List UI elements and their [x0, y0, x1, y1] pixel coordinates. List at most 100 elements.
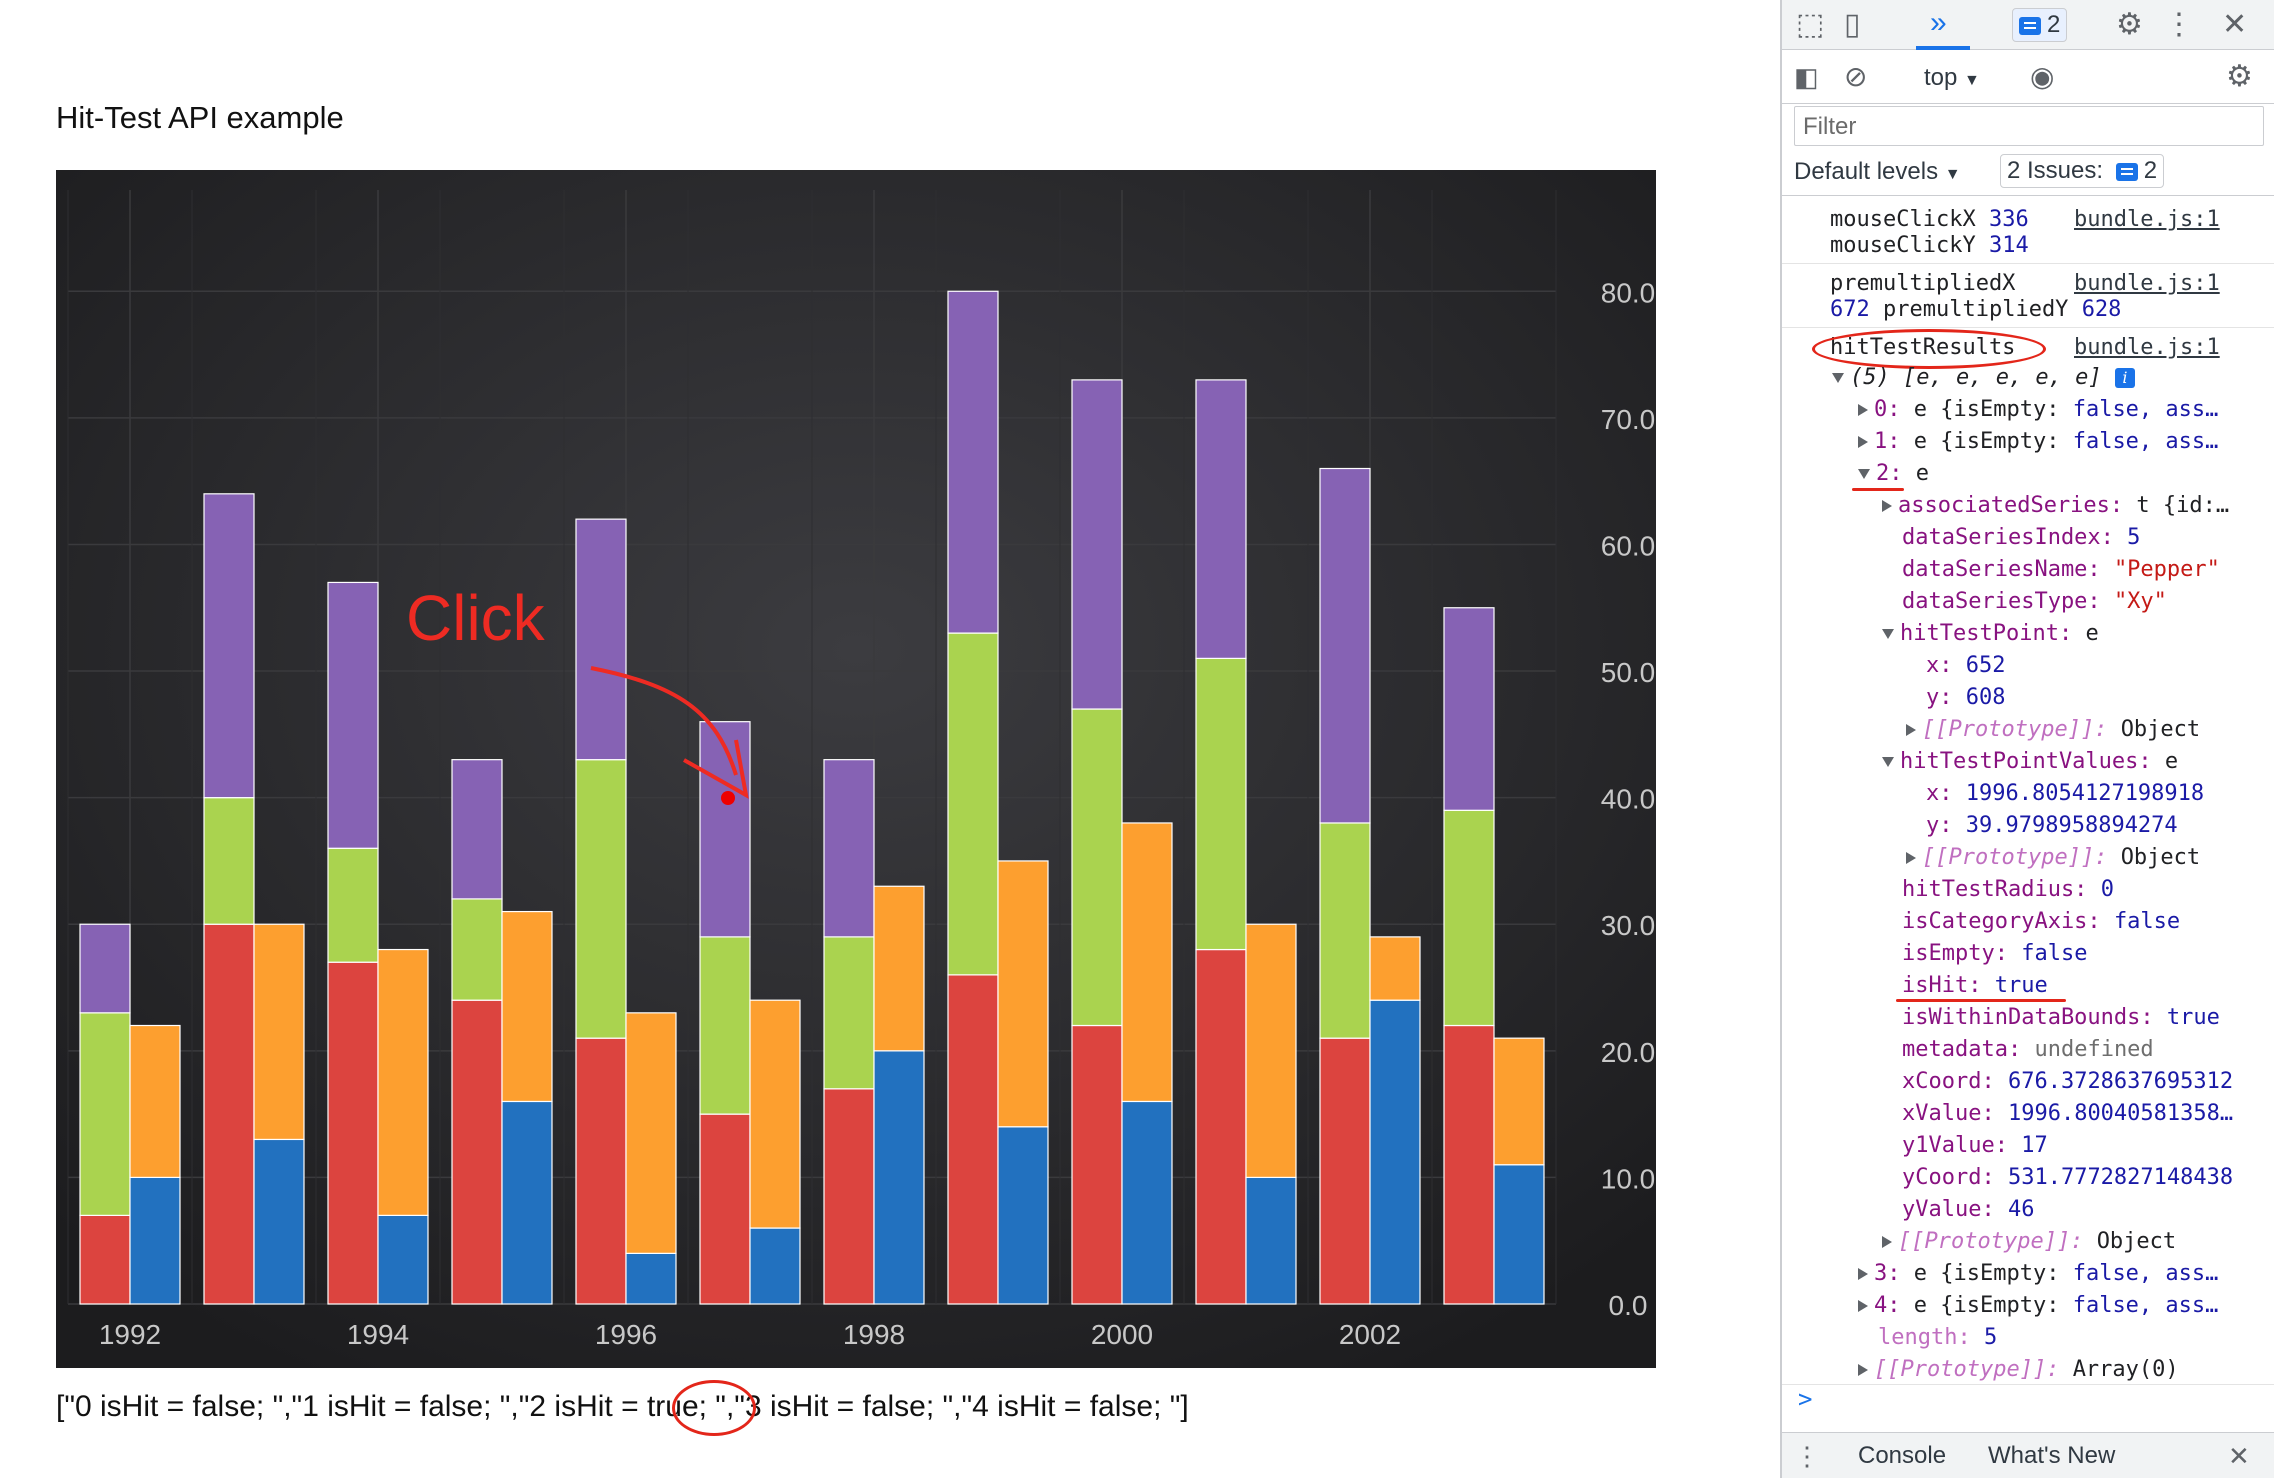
drawer-menu-icon[interactable]: ⋮: [1794, 1441, 1820, 1471]
y-tick-label: 10.0: [1601, 1163, 1656, 1194]
console-toolbar: ◧ ⊘ top ▼ ◉ ⚙: [1782, 50, 2274, 104]
bar-segment: [203, 923, 255, 1305]
prop-hit-test-point-values-prototype[interactable]: [[Prototype]]: Object: [1906, 843, 2200, 873]
prop-metadata: metadata: undefined: [1902, 1037, 2154, 1062]
bar-segment: [625, 1252, 677, 1305]
y-tick-label: 20.0: [1601, 1037, 1656, 1068]
bar-segment: [873, 885, 925, 1052]
prop-is-category-axis: isCategoryAxis: false: [1902, 909, 2181, 934]
issues-count: 2: [2143, 157, 2158, 184]
bar-segment: [1245, 1176, 1297, 1305]
filter-input[interactable]: Filter: [1794, 106, 2264, 146]
live-expression-eye-icon[interactable]: ◉: [2030, 61, 2055, 92]
bar-segment: [1319, 1037, 1371, 1305]
tree-item-2[interactable]: 2: e: [1858, 459, 1929, 489]
array-summary[interactable]: (5) [e, e, e, e, e] i: [1832, 363, 2135, 393]
message-separator: [1782, 327, 2274, 328]
console-output[interactable]: mouseClickX 336 bundle.js:1 mouseClickY …: [1782, 199, 2274, 1399]
x-tick-label: 2002: [1339, 1319, 1401, 1350]
source-link[interactable]: bundle.js:1: [2074, 207, 2220, 232]
prop-item-2-prototype[interactable]: [[Prototype]]: Object: [1882, 1227, 2176, 1257]
bar-segment: [253, 923, 305, 1141]
devtools-top-toolbar: ⬚ ▯ » 2 ⚙ ⋮ ✕: [1782, 0, 2274, 50]
collapsed-arrow-icon: [1858, 1268, 1868, 1280]
y-tick-label: 60.0: [1601, 530, 1656, 561]
x-tick-label: 1994: [347, 1319, 409, 1350]
bar-segment: [129, 1176, 181, 1305]
bar-segment: [1493, 1164, 1545, 1305]
bar-segment: [451, 898, 503, 1001]
inspect-element-icon[interactable]: ⬚: [1796, 8, 1825, 41]
bar-segment: [1195, 657, 1247, 951]
click-annotation-arrow: [590, 666, 738, 776]
issues-button[interactable]: 2 Issues: 2: [2000, 154, 2165, 188]
devtools-panel[interactable]: ⬚ ▯ » 2 ⚙ ⋮ ✕ ◧ ⊘ top ▼ ◉ ⚙ Filter Defau…: [1780, 0, 2274, 1478]
x-tick-label: 1998: [843, 1319, 905, 1350]
x-tick-label: 1996: [595, 1319, 657, 1350]
prompt-chevron-icon: >: [1798, 1385, 1813, 1413]
prop-length: length: 5: [1878, 1325, 1998, 1350]
chevron-down-icon: ▼: [1944, 166, 1961, 183]
prop-hit-test-point-values[interactable]: hitTestPointValues: e: [1882, 747, 2178, 777]
prop-associated-series[interactable]: associatedSeries: t {id:…: [1882, 491, 2229, 521]
more-tabs-icon[interactable]: »: [1930, 6, 1947, 39]
show-sidebar-icon[interactable]: ◧: [1794, 62, 1819, 92]
bar-segment: [1493, 1037, 1545, 1166]
device-toolbar-icon[interactable]: ▯: [1844, 8, 1861, 41]
prop-x-value: xValue: 1996.80040581358…: [1902, 1101, 2234, 1126]
issues-badge[interactable]: 2: [2012, 8, 2068, 42]
tree-item-1[interactable]: 1: e {isEmpty: false, ass…: [1858, 427, 2218, 457]
message-icon: [2019, 16, 2041, 35]
clear-console-icon[interactable]: ⊘: [1844, 61, 1868, 92]
y-tick-label: 30.0: [1601, 910, 1656, 941]
source-link[interactable]: bundle.js:1: [2074, 271, 2220, 296]
prop-hit-test-point[interactable]: hitTestPoint: e: [1882, 619, 2099, 649]
collapsed-arrow-icon: [1858, 436, 1868, 448]
bar-segment: [1195, 948, 1247, 1305]
console-prompt[interactable]: >: [1782, 1384, 2274, 1418]
bar-segment: [1071, 379, 1123, 710]
bar-segment: [823, 1088, 875, 1305]
collapsed-arrow-icon: [1858, 404, 1868, 416]
prop-hit-test-point-prototype[interactable]: [[Prototype]]: Object: [1906, 715, 2200, 745]
console-settings-gear-icon[interactable]: ⚙: [2226, 60, 2253, 93]
close-drawer-icon[interactable]: ✕: [2228, 1441, 2250, 1471]
source-link[interactable]: bundle.js:1: [2074, 335, 2220, 360]
settings-gear-icon[interactable]: ⚙: [2116, 8, 2143, 41]
tree-item-3[interactable]: 3: e {isEmpty: false, ass…: [1858, 1259, 2218, 1289]
log-premultiplied-values: 672 premultipliedY 628: [1830, 297, 2122, 322]
collapsed-arrow-icon: [1906, 724, 1916, 736]
bar-segment: [1071, 1024, 1123, 1305]
issues-label: 2 Issues:: [2007, 157, 2104, 184]
bar-segment: [749, 999, 801, 1229]
context-selector[interactable]: top ▼: [1924, 64, 1980, 92]
expand-arrow-icon: [1882, 757, 1894, 767]
kebab-menu-icon[interactable]: ⋮: [2164, 8, 2194, 41]
bar-segment: [575, 518, 627, 761]
bar-segment: [1245, 923, 1297, 1179]
bar-segment: [129, 1024, 181, 1179]
x-tick-label: 1992: [99, 1319, 161, 1350]
drawer-toolbar: ⋮ Console What's New ✕: [1782, 1432, 2274, 1478]
bar-segment: [327, 581, 379, 849]
bar-segment: [1121, 822, 1173, 1103]
prop-hit-test-point-values-x: x: 1996.8054127198918: [1926, 781, 2205, 806]
bar-segment: [327, 847, 379, 963]
chart-svg[interactable]: 0.0 10.0 20.0 30.0 40.0 50.0 60.0 70.0 80.0 1992 1…: [56, 170, 1656, 1368]
hit-test-chart[interactable]: 0.0 10.0 20.0 30.0 40.0 50.0 60.0 70.0 80.0 1992 1…: [56, 170, 1656, 1368]
bar-segment: [79, 923, 131, 1014]
expand-arrow-icon: [1882, 629, 1894, 639]
click-annotation-label: Click: [406, 582, 546, 654]
tree-item-0[interactable]: 0: e {isEmpty: false, ass…: [1858, 395, 2218, 425]
collapsed-arrow-icon: [1882, 500, 1892, 512]
close-devtools-icon[interactable]: ✕: [2222, 8, 2248, 41]
drawer-tab-console[interactable]: Console: [1858, 1442, 1947, 1469]
hit-results-highlight-ellipse: [1812, 329, 2046, 369]
tree-item-4[interactable]: 4: e {isEmpty: false, ass…: [1858, 1291, 2218, 1321]
chevron-down-icon: ▼: [1964, 72, 1980, 89]
prop-array-prototype[interactable]: [[Prototype]]: Array(0): [1858, 1355, 2179, 1385]
log-mouse-click-x: mouseClickX 336: [1830, 207, 2029, 232]
drawer-tab-whats-new[interactable]: What's New: [1988, 1442, 2116, 1469]
bar-segment: [203, 797, 255, 925]
log-levels-dropdown[interactable]: Default levels ▼: [1794, 158, 1961, 186]
